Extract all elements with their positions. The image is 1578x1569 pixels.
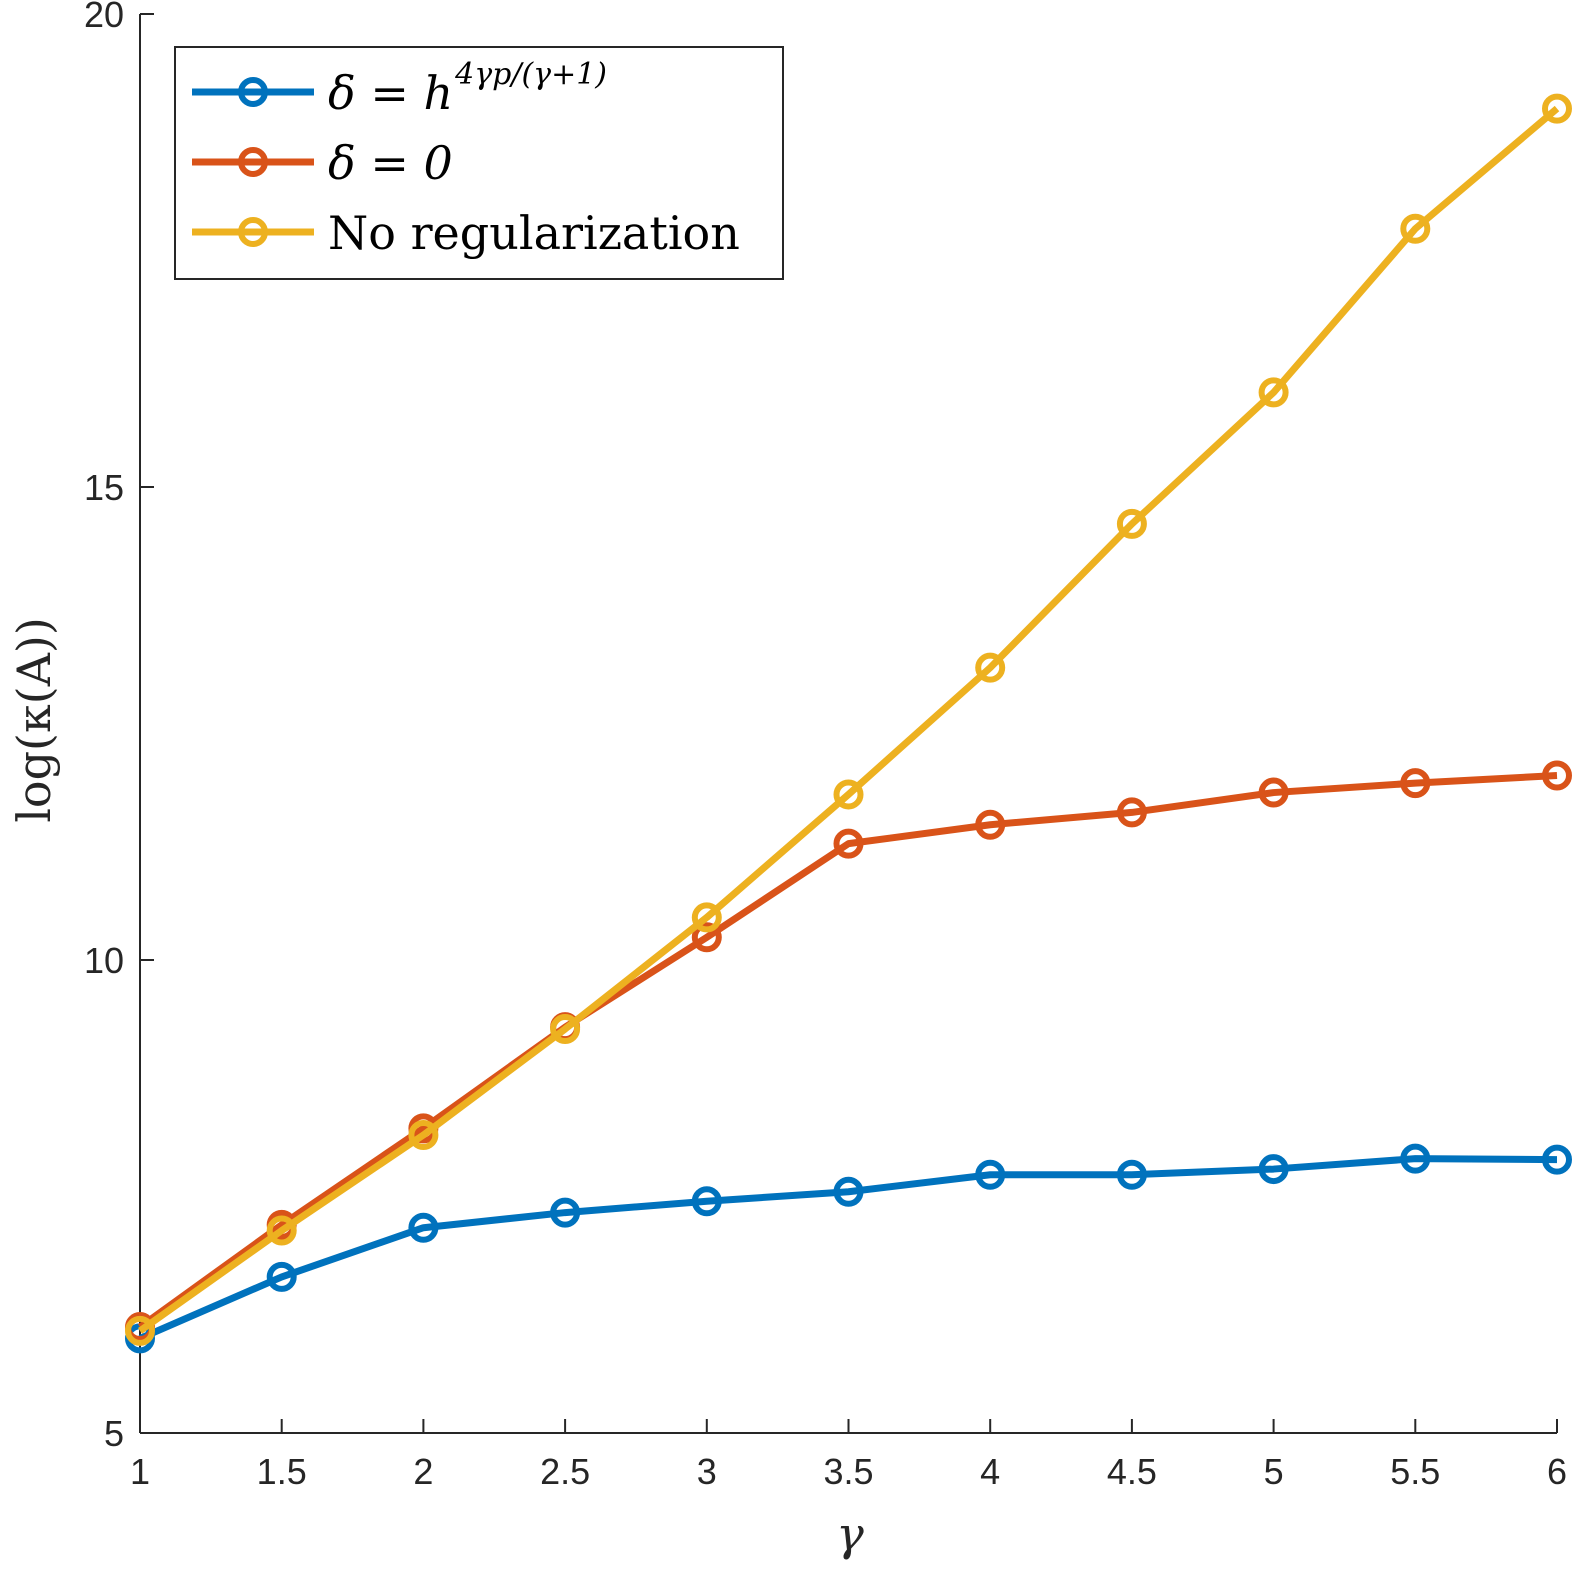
y-tick-label: 15 <box>84 467 124 508</box>
data-point <box>1258 377 1289 408</box>
data-point <box>1542 93 1572 124</box>
x-tick-label: 1.5 <box>257 1451 307 1492</box>
x-tick-label: 1 <box>130 1451 150 1492</box>
legend-label: δ = 0 <box>328 136 453 190</box>
legend: δ = h 4γp/(γ+1) δ = 0 No regularization <box>174 46 784 280</box>
legend-label: No regularization <box>328 206 740 260</box>
series-2 <box>125 93 1572 1346</box>
x-ticks: 1 1.5 2 2.5 3 3.5 4 4.5 5 5.5 6 <box>130 1419 1567 1492</box>
x-axis-label: γ <box>836 1507 864 1561</box>
data-point <box>975 652 1006 683</box>
legend-item: δ = 0 <box>192 136 453 190</box>
series-line <box>137 772 1558 1330</box>
data-point <box>975 1159 1006 1190</box>
x-tick-label: 3.5 <box>823 1451 873 1492</box>
x-tick-label: 5 <box>1264 1451 1284 1492</box>
data-point <box>550 1197 581 1228</box>
legend-item: No regularization <box>192 206 740 260</box>
legend-swatch-marker <box>238 77 268 107</box>
data-point <box>125 1315 155 1346</box>
data-point <box>1258 777 1289 808</box>
x-tick-label: 4 <box>980 1451 1000 1492</box>
data-point <box>1116 797 1147 828</box>
series-0 <box>125 1143 1572 1354</box>
data-point <box>691 902 722 933</box>
data-point <box>1400 1143 1431 1174</box>
axes: 1 1.5 2 2.5 3 3.5 4 4.5 5 5.5 6 5 10 15 20 <box>84 0 1567 1492</box>
data-point <box>691 922 722 953</box>
data-point <box>266 1215 297 1246</box>
data-point <box>833 828 864 859</box>
data-point <box>1400 768 1431 799</box>
legend-label-superscript: 4γp/(γ+1) <box>454 57 607 92</box>
y-tick-label: 20 <box>84 0 124 35</box>
data-point <box>975 809 1006 840</box>
legend-swatch-marker <box>238 217 268 247</box>
data-point <box>1542 1144 1572 1175</box>
data-point <box>550 1014 581 1045</box>
series-line <box>138 1155 1558 1342</box>
data-point <box>266 1261 297 1292</box>
data-point <box>1116 1159 1147 1190</box>
y-ticks: 5 10 15 20 <box>84 0 154 1454</box>
x-tick-label: 5.5 <box>1390 1451 1440 1492</box>
data-point <box>408 1120 439 1151</box>
legend-swatch-marker <box>238 147 268 177</box>
data-point <box>1116 508 1147 539</box>
data-point <box>833 779 864 810</box>
x-tick-label: 2.5 <box>540 1451 590 1492</box>
data-point <box>833 1176 864 1207</box>
data-point <box>691 1186 722 1217</box>
y-tick-label: 10 <box>84 940 124 981</box>
data-point <box>1542 760 1572 791</box>
series-layer <box>125 93 1572 1354</box>
legend-label: δ = h <box>328 66 453 120</box>
x-tick-label: 6 <box>1547 1451 1567 1492</box>
data-point <box>1400 213 1431 244</box>
legend-item: δ = h 4γp/(γ+1) <box>192 57 607 120</box>
x-tick-label: 2 <box>413 1451 433 1492</box>
x-tick-label: 3 <box>697 1451 717 1492</box>
y-tick-label: 5 <box>104 1413 124 1454</box>
data-point <box>1258 1154 1289 1185</box>
y-axis-label: log(κ(A)) <box>7 617 61 823</box>
x-tick-label: 4.5 <box>1107 1451 1157 1492</box>
data-point <box>408 1212 439 1243</box>
legend-items: δ = h 4γp/(γ+1) δ = 0 No regularization <box>192 57 740 260</box>
series-line <box>137 105 1560 1334</box>
